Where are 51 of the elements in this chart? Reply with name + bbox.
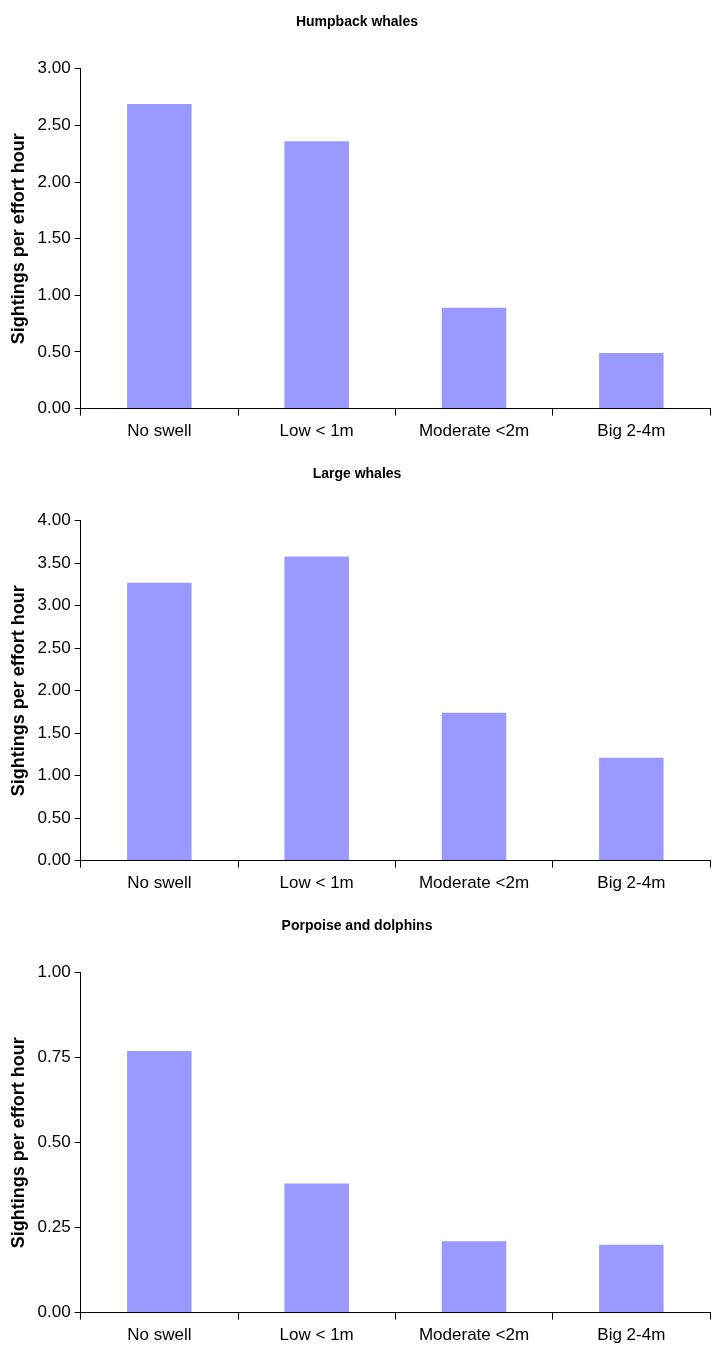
chart-title: Large whales (312, 465, 402, 482)
x-tick-label: Moderate <2m (418, 1325, 530, 1345)
y-axis-title: Sightings per effort hour (7, 585, 28, 797)
bar (599, 353, 664, 409)
y-tick-label: 0.00 (37, 398, 71, 418)
x-tick-label: Big 2-4m (597, 1325, 666, 1345)
y-tick-label: 2.00 (37, 171, 71, 191)
y-tick-label: 0.75 (37, 1047, 71, 1067)
x-tick-label: Moderate <2m (418, 421, 530, 441)
y-tick-label: 3.50 (37, 552, 71, 572)
y-tick-label: 0.50 (37, 341, 71, 361)
x-tick-label: Low < 1m (279, 1325, 354, 1345)
y-tick-label: 2.00 (37, 680, 71, 700)
bar (127, 1050, 192, 1313)
x-tick-label: No swell (127, 1325, 192, 1345)
bar (284, 1183, 349, 1313)
y-tick-label: 1.00 (37, 765, 71, 785)
y-tick-label: 3.00 (37, 595, 71, 615)
y-tick-label: 3.00 (37, 58, 71, 78)
y-tick-label: 1.50 (37, 722, 71, 742)
x-tick-label: Low < 1m (279, 421, 354, 441)
y-tick-label: 0.00 (37, 1302, 71, 1322)
bar (599, 757, 664, 861)
y-tick-label: 1.00 (37, 962, 71, 982)
bar (441, 1241, 507, 1313)
bar (284, 556, 349, 861)
bar (127, 582, 192, 861)
y-tick-label: 1.00 (37, 285, 71, 305)
x-tick-label: Moderate <2m (418, 873, 530, 893)
bar (127, 103, 192, 409)
x-tick-label: Big 2-4m (597, 873, 666, 893)
y-axis-title: Sightings per effort hour (7, 133, 28, 345)
x-tick-label: No swell (127, 421, 192, 441)
y-tick-label: 0.50 (37, 1132, 71, 1152)
y-tick-label: 4.00 (37, 510, 71, 530)
y-tick-label: 0.50 (37, 807, 71, 827)
bar (599, 1244, 664, 1313)
y-tick-label: 0.00 (37, 850, 71, 870)
y-tick-label: 2.50 (37, 115, 71, 135)
x-tick-label: Big 2-4m (597, 421, 666, 441)
chart-title: Porpoise and dolphins (281, 917, 433, 934)
bar (441, 712, 507, 861)
x-tick-label: Low < 1m (279, 873, 354, 893)
bar (441, 307, 507, 409)
y-tick-label: 2.50 (37, 637, 71, 657)
x-tick-label: No swell (127, 873, 192, 893)
y-tick-label: 0.25 (37, 1217, 71, 1237)
chart-title: Humpback whales (295, 13, 419, 30)
y-tick-label: 1.50 (37, 228, 71, 248)
bar (284, 141, 349, 409)
y-axis-title: Sightings per effort hour (7, 1037, 28, 1249)
